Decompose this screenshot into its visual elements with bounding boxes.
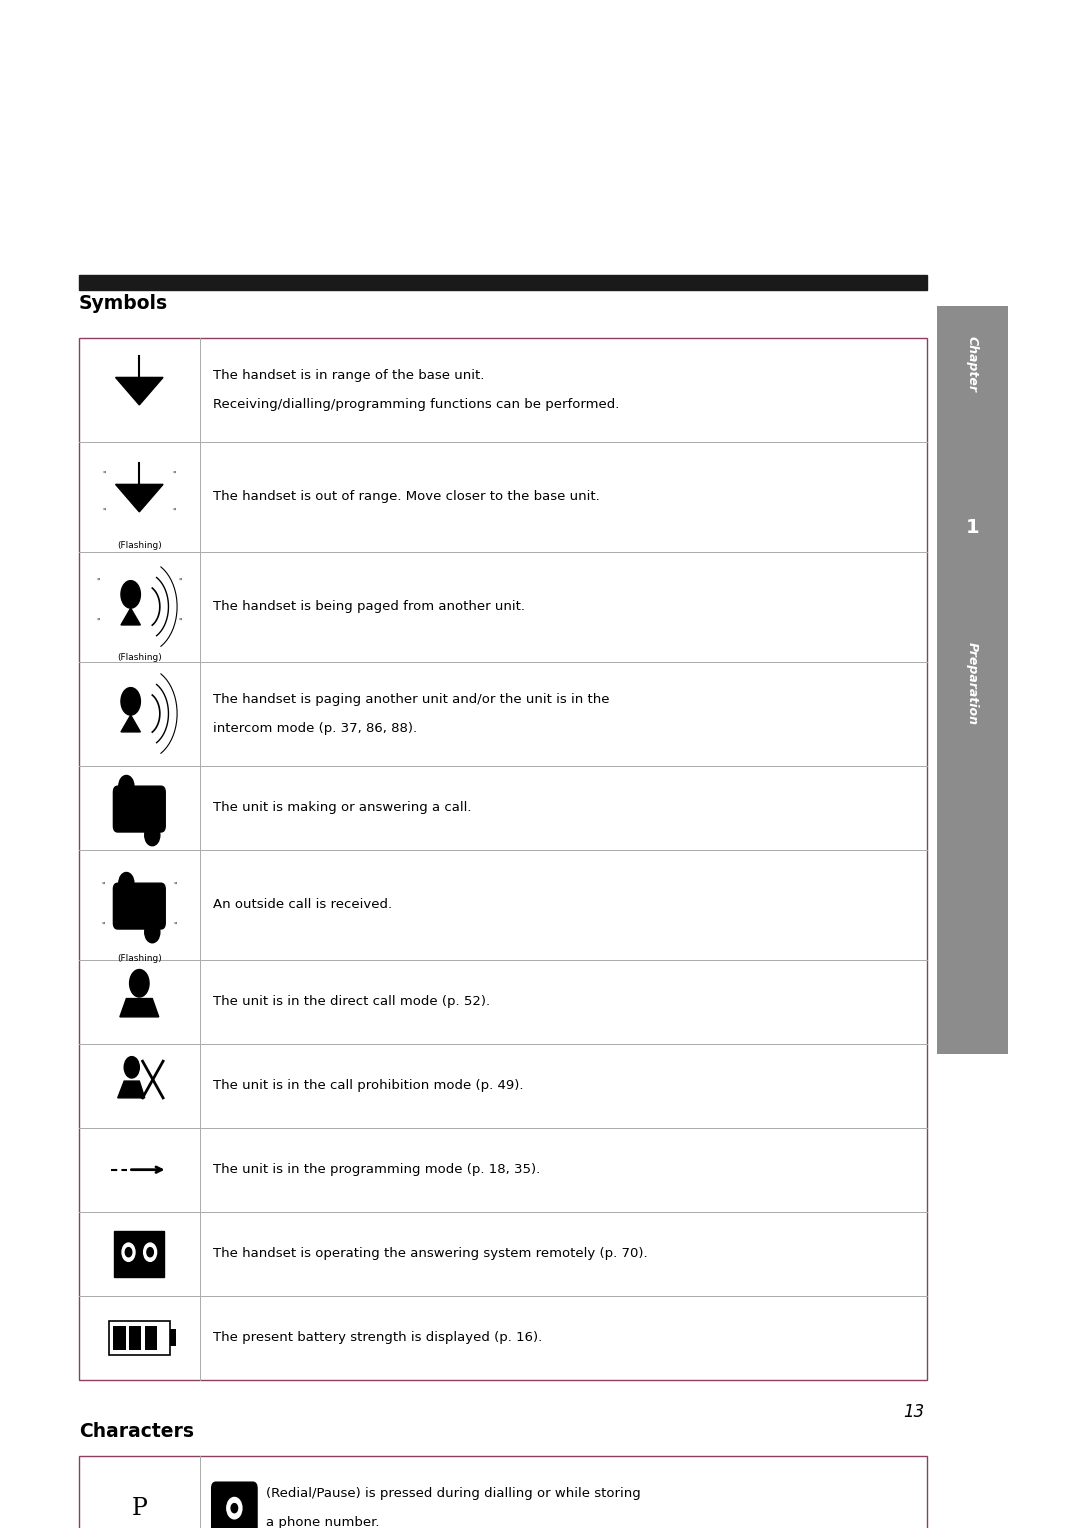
Bar xyxy=(79,275,927,290)
Circle shape xyxy=(145,921,160,943)
Bar xyxy=(113,1325,125,1349)
Circle shape xyxy=(144,1242,157,1261)
Text: 1: 1 xyxy=(966,518,980,536)
Text: The unit is in the direct call mode (p. 52).: The unit is in the direct call mode (p. … xyxy=(213,995,490,1008)
Text: intercom mode (p. 37, 86, 88).: intercom mode (p. 37, 86, 88). xyxy=(213,721,417,735)
Circle shape xyxy=(119,872,134,894)
FancyBboxPatch shape xyxy=(113,883,165,929)
Bar xyxy=(937,306,1008,1054)
Circle shape xyxy=(121,581,140,608)
Text: The handset is out of range. Move closer to the base unit.: The handset is out of range. Move closer… xyxy=(213,490,599,503)
Text: '': '' xyxy=(173,921,177,931)
Text: An outside call is received.: An outside call is received. xyxy=(213,898,392,911)
Text: '': '' xyxy=(102,921,106,931)
Circle shape xyxy=(125,1247,132,1256)
Circle shape xyxy=(122,1242,135,1261)
Text: '': '' xyxy=(173,882,177,891)
Bar xyxy=(79,1456,927,1528)
Bar xyxy=(130,1325,141,1349)
Text: (Redial/Pause) is pressed during dialling or while storing: (Redial/Pause) is pressed during diallin… xyxy=(266,1487,640,1500)
Circle shape xyxy=(227,1497,242,1519)
Polygon shape xyxy=(121,608,140,625)
FancyBboxPatch shape xyxy=(212,1482,257,1528)
Polygon shape xyxy=(120,998,159,1016)
Text: 13: 13 xyxy=(903,1403,924,1421)
FancyBboxPatch shape xyxy=(113,785,165,831)
Circle shape xyxy=(124,1056,139,1077)
Polygon shape xyxy=(116,377,163,405)
Text: P: P xyxy=(132,1496,147,1520)
Text: (Flashing): (Flashing) xyxy=(117,652,162,662)
Text: '': '' xyxy=(172,471,176,480)
Text: '': '' xyxy=(102,882,106,891)
Text: '': '' xyxy=(96,578,100,587)
Circle shape xyxy=(130,969,149,996)
Polygon shape xyxy=(118,1080,145,1097)
Text: '': '' xyxy=(96,617,100,626)
Circle shape xyxy=(145,824,160,845)
Text: '': '' xyxy=(172,507,176,516)
Text: '': '' xyxy=(178,617,183,626)
Text: a phone number.: a phone number. xyxy=(266,1516,379,1528)
Bar xyxy=(145,1325,158,1349)
Circle shape xyxy=(119,775,134,796)
Bar xyxy=(170,1329,176,1346)
Text: '': '' xyxy=(103,507,107,516)
Text: Characters: Characters xyxy=(79,1423,193,1441)
Text: The present battery strength is displayed (p. 16).: The present battery strength is displaye… xyxy=(213,1331,542,1345)
Text: (Flashing): (Flashing) xyxy=(117,953,162,963)
Text: The handset is paging another unit and/or the unit is in the: The handset is paging another unit and/o… xyxy=(213,692,609,706)
Bar xyxy=(109,1320,170,1354)
Text: Chapter: Chapter xyxy=(966,336,980,393)
Text: Receiving/dialling/programming functions can be performed.: Receiving/dialling/programming functions… xyxy=(213,397,619,411)
Text: '': '' xyxy=(178,578,183,587)
Text: The handset is operating the answering system remotely (p. 70).: The handset is operating the answering s… xyxy=(213,1247,647,1261)
Text: (Flashing): (Flashing) xyxy=(117,541,162,550)
Text: The handset is being paged from another unit.: The handset is being paged from another … xyxy=(213,601,525,613)
Text: The unit is making or answering a call.: The unit is making or answering a call. xyxy=(213,801,471,814)
Circle shape xyxy=(231,1504,238,1513)
Text: Symbols: Symbols xyxy=(79,295,168,313)
Text: The unit is in the programming mode (p. 18, 35).: The unit is in the programming mode (p. … xyxy=(213,1163,540,1177)
Polygon shape xyxy=(116,484,163,512)
Text: Preparation: Preparation xyxy=(966,642,980,724)
Circle shape xyxy=(147,1247,153,1256)
Text: The unit is in the call prohibition mode (p. 49).: The unit is in the call prohibition mode… xyxy=(213,1079,523,1093)
Circle shape xyxy=(121,688,140,715)
Text: The handset is in range of the base unit.: The handset is in range of the base unit… xyxy=(213,368,484,382)
Bar xyxy=(114,1230,164,1276)
Text: '': '' xyxy=(103,471,107,480)
Polygon shape xyxy=(121,715,140,732)
Bar xyxy=(79,338,927,1380)
